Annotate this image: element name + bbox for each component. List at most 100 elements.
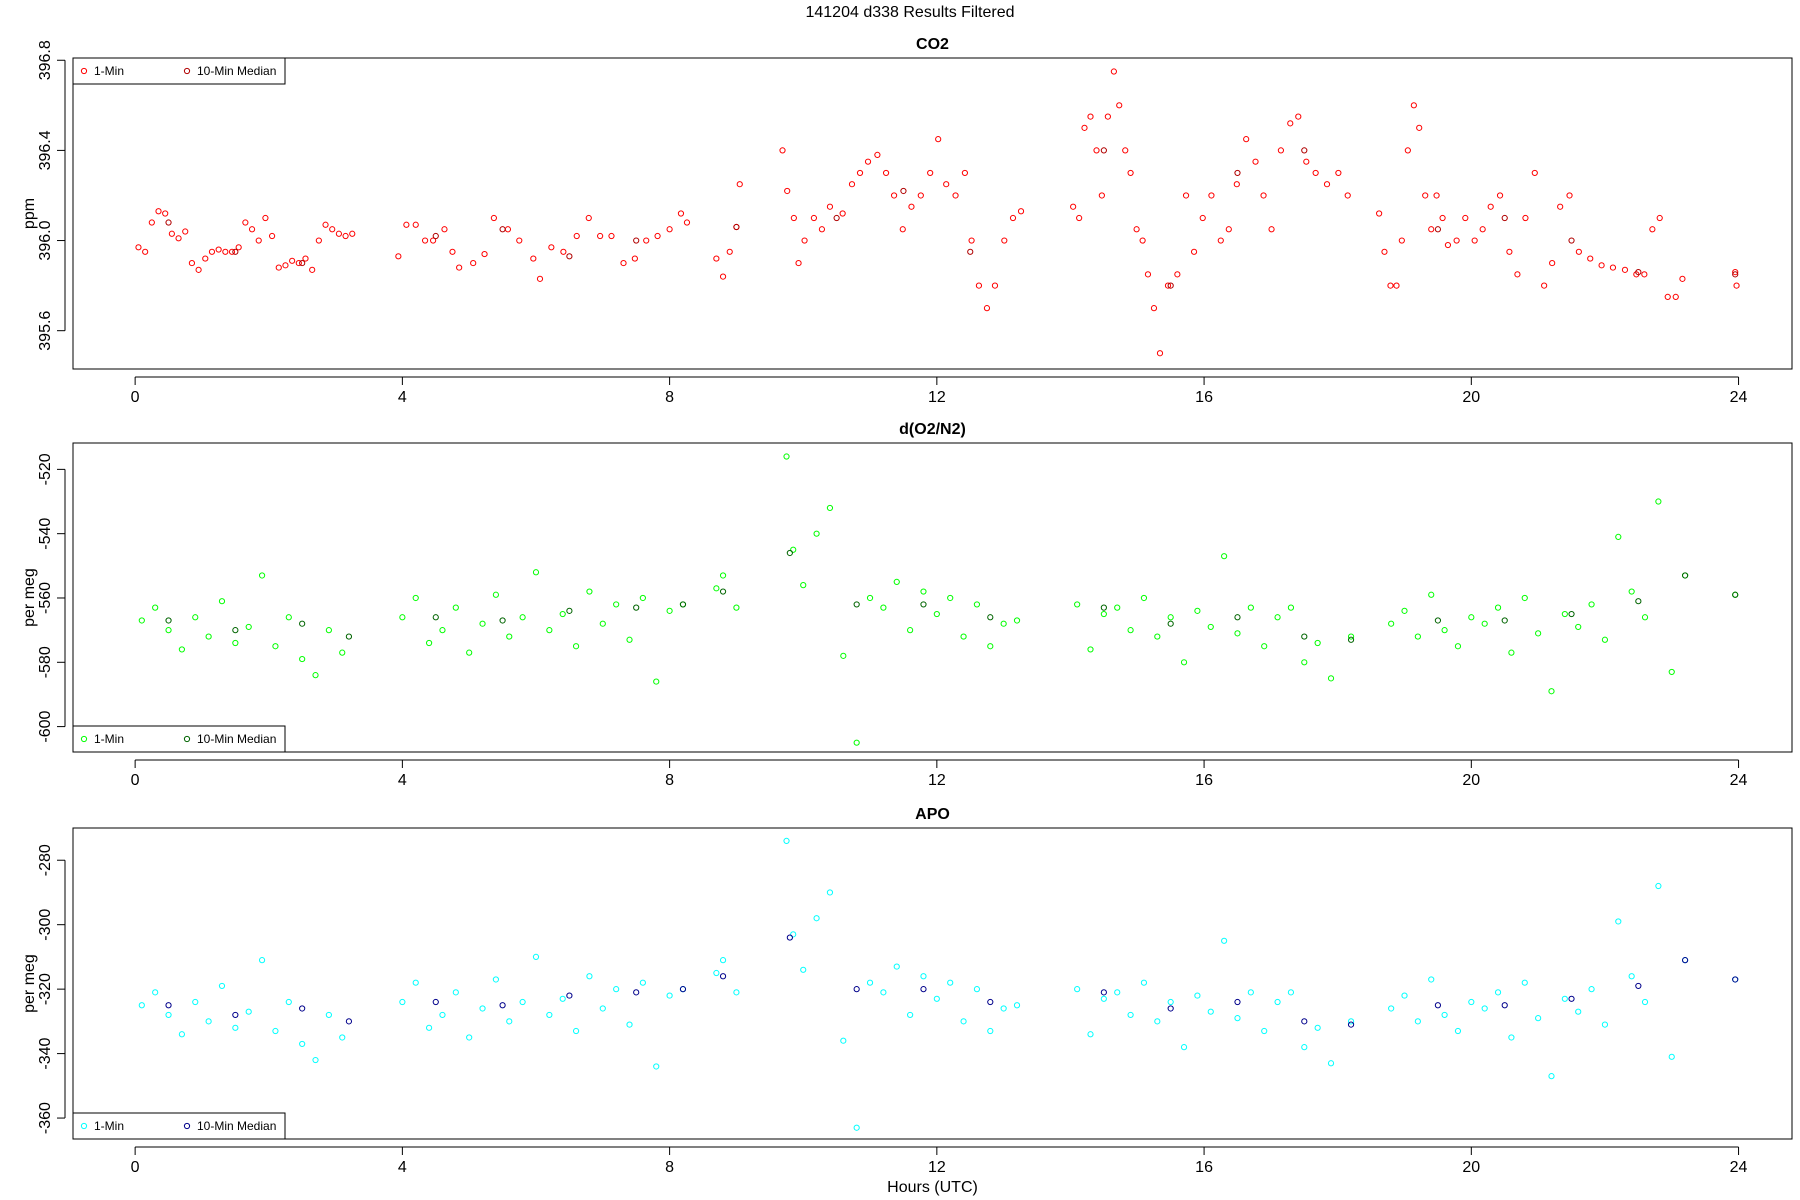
point (1439, 214, 1446, 222)
y-tick-label: -600 (37, 710, 54, 742)
legend-box (72, 57, 286, 85)
point (920, 588, 927, 595)
point (813, 915, 820, 922)
point (548, 244, 555, 251)
point (1575, 248, 1582, 255)
point (1468, 998, 1475, 1006)
point (1549, 259, 1556, 267)
point (432, 232, 439, 240)
plot-frame (72, 442, 1793, 753)
point (726, 248, 733, 255)
point (1234, 169, 1241, 177)
point (312, 1056, 319, 1064)
point (1561, 995, 1568, 1002)
point (1314, 639, 1321, 647)
x-tick-label: 16 (1195, 389, 1213, 406)
x-tick-label: 4 (398, 1159, 407, 1176)
point (633, 604, 640, 611)
x-tick-label: 20 (1462, 389, 1480, 406)
point (504, 226, 512, 233)
point (1414, 1018, 1421, 1025)
legend-marker (183, 67, 191, 75)
point (532, 953, 540, 961)
point (1127, 1011, 1134, 1019)
point (1087, 113, 1094, 120)
point (1548, 1073, 1555, 1080)
point (1074, 601, 1081, 608)
point (566, 607, 573, 614)
point (947, 979, 954, 986)
point (499, 226, 506, 233)
y-tick-label: 395.6 (37, 311, 54, 351)
point (975, 282, 983, 289)
point (908, 203, 915, 210)
point (1656, 214, 1663, 222)
point (679, 986, 687, 993)
point (1104, 113, 1111, 120)
y-tick-label: 396.8 (37, 40, 54, 80)
point (188, 259, 196, 267)
point (1261, 643, 1268, 650)
point (1081, 124, 1088, 131)
point (1247, 604, 1254, 611)
point (342, 232, 349, 240)
point (255, 237, 262, 244)
point (289, 257, 296, 264)
point (1274, 614, 1281, 621)
point (1531, 169, 1538, 177)
point (893, 578, 900, 586)
x-tick-label: 24 (1730, 1159, 1748, 1176)
point (1422, 192, 1429, 199)
point (1434, 1002, 1442, 1009)
point (853, 601, 860, 608)
point (1494, 989, 1502, 996)
point (1261, 1027, 1268, 1035)
point (573, 232, 580, 240)
point (312, 672, 319, 679)
point (152, 604, 159, 611)
point (1588, 986, 1595, 993)
point (1506, 248, 1513, 255)
plot-frame (72, 57, 1793, 370)
point (572, 1027, 580, 1035)
point (1668, 1053, 1675, 1060)
point (1344, 192, 1351, 199)
point (479, 1005, 486, 1012)
point (192, 614, 199, 621)
point (1100, 147, 1107, 154)
point (1000, 620, 1007, 627)
point (138, 1002, 145, 1009)
point (779, 147, 786, 154)
point (786, 934, 793, 941)
point (1416, 124, 1423, 131)
point (1388, 620, 1395, 627)
panel-title: CO2 (916, 36, 949, 53)
point (268, 232, 276, 240)
point (299, 655, 306, 663)
point (208, 248, 216, 255)
point (152, 989, 159, 996)
point (349, 230, 356, 237)
point (1568, 995, 1575, 1002)
point (719, 273, 727, 280)
point (1347, 1018, 1355, 1025)
point (1649, 226, 1656, 233)
point (1410, 102, 1417, 109)
point (933, 610, 940, 618)
point (795, 259, 802, 267)
y-tick-label: -540 (37, 518, 54, 550)
x-tick-label: 20 (1462, 1159, 1480, 1176)
point (1434, 226, 1442, 233)
point (890, 192, 898, 199)
point (536, 275, 544, 282)
point (1287, 604, 1295, 611)
point (599, 1005, 606, 1012)
point (1615, 918, 1622, 925)
point (1234, 998, 1241, 1006)
point (1601, 636, 1609, 643)
point (1453, 237, 1460, 244)
point (1127, 627, 1134, 634)
point (245, 623, 252, 631)
point (499, 1002, 506, 1009)
point (719, 572, 727, 579)
